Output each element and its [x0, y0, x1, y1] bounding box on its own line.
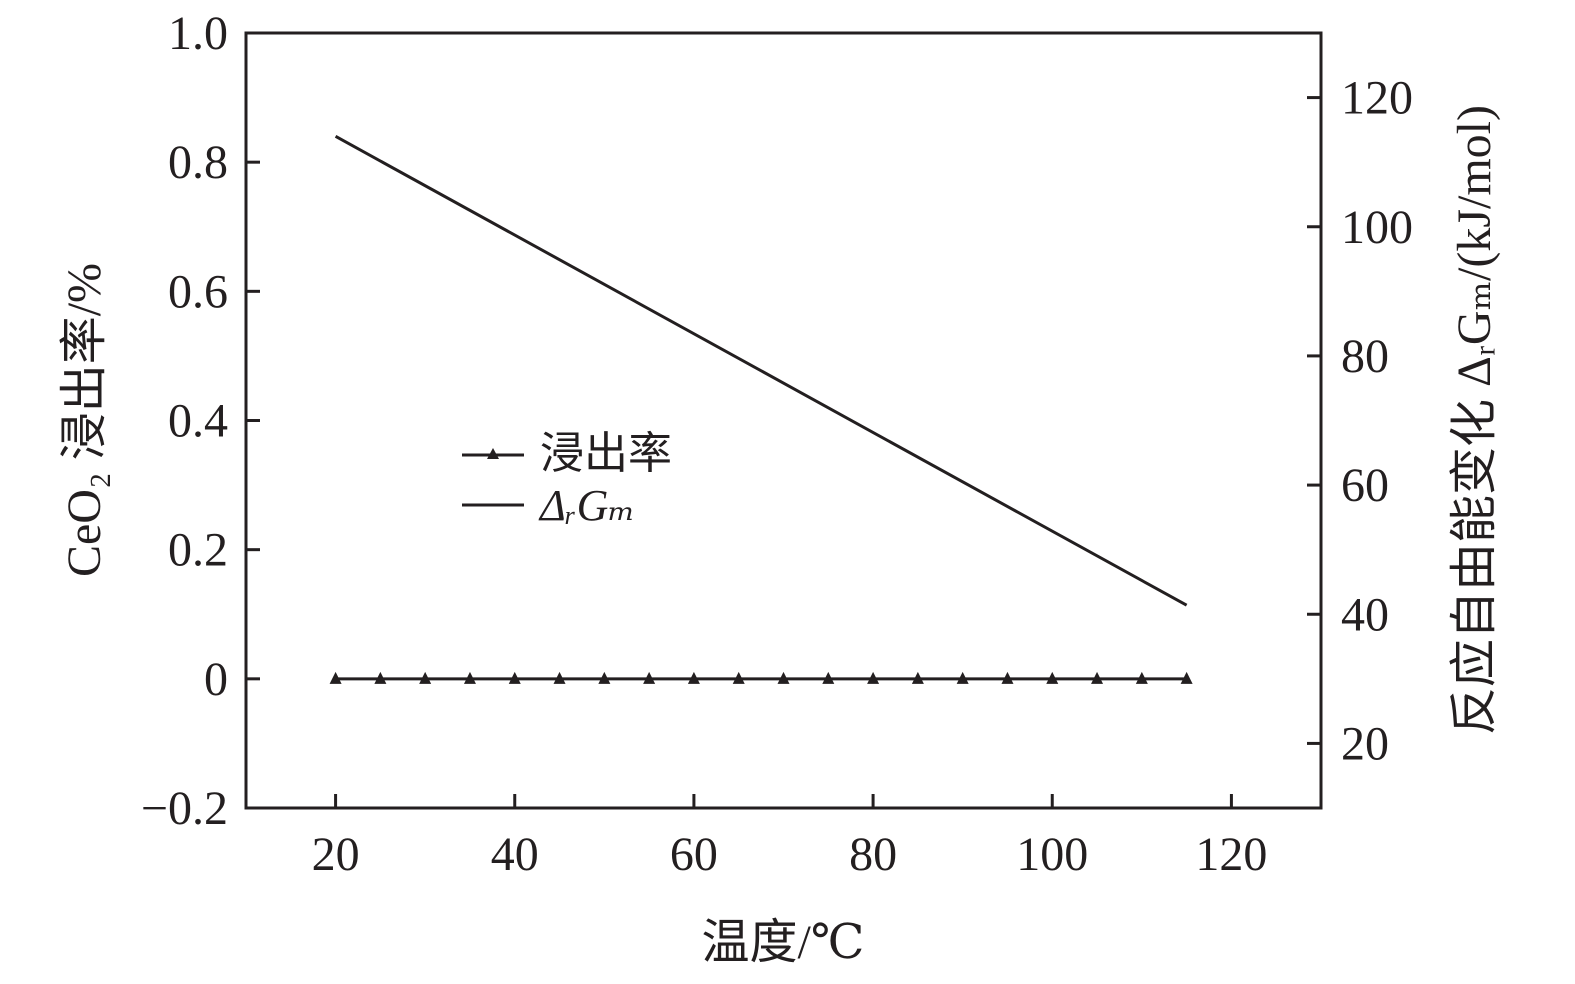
x-tick-label: 40 [491, 828, 539, 881]
data-point-marker [1046, 671, 1059, 684]
legend-marker-leach-rate [487, 448, 499, 459]
x-tick-label: 60 [670, 828, 718, 881]
x-axis: 20 40 60 80 100 120 [312, 794, 1267, 881]
y-left-tick-label: −0.2 [141, 782, 228, 835]
series-line-1 [334, 135, 1188, 607]
data-point-marker [508, 671, 521, 684]
y-left-tick-label: 0.6 [168, 265, 228, 318]
y-right-tick-label: 80 [1341, 330, 1389, 383]
legend-entry-delta-g: ΔᵣGₘ [462, 481, 635, 530]
y-left-tick-label: 0.2 [168, 524, 228, 577]
x-tick-label: 80 [849, 828, 897, 881]
x-tick-label: 20 [312, 828, 360, 881]
y-axis-left: 1.0 0.8 0.6 0.4 0.2 0 −0.2 [141, 7, 260, 835]
y-right-tick-label: 120 [1341, 72, 1413, 125]
legend-label-leach-rate: 浸出率 [540, 429, 672, 478]
data-point-marker [553, 671, 566, 684]
y-left-tick-label: 0.4 [168, 395, 228, 448]
y-axis-right: 120 100 80 60 40 20 [1307, 72, 1413, 770]
x-tick-label: 120 [1195, 828, 1267, 881]
data-point-marker [598, 671, 611, 684]
legend-label-delta-g: ΔᵣGₘ [538, 481, 635, 530]
legend-entry-leach-rate: 浸出率 [462, 429, 672, 478]
data-point-marker [956, 671, 969, 684]
y-right-tick-label: 40 [1341, 588, 1389, 641]
data-point-marker [687, 671, 700, 684]
data-point-marker [419, 671, 432, 684]
data-point-marker [1091, 671, 1104, 684]
y-left-tick-label: 0 [204, 653, 228, 706]
data-point-marker [822, 671, 835, 684]
data-point-marker [732, 671, 745, 684]
legend: 浸出率 ΔᵣGₘ [462, 429, 672, 530]
y-right-tick-label: 100 [1341, 201, 1413, 254]
series-layer [329, 135, 1193, 684]
x-axis-title: 温度/℃ [701, 916, 864, 969]
data-point-marker [329, 671, 342, 684]
data-point-marker [643, 671, 656, 684]
data-point-marker [777, 671, 790, 684]
data-point-marker [374, 671, 387, 684]
y-right-tick-label: 20 [1341, 717, 1389, 770]
data-point-marker [1180, 671, 1193, 684]
data-point-marker [867, 671, 880, 684]
y-axis-left-title: CeO₂ 浸出率/% [58, 263, 111, 577]
data-point-marker [1135, 671, 1148, 684]
x-tick-label: 100 [1016, 828, 1088, 881]
data-point-marker [463, 671, 476, 684]
y-left-tick-label: 1.0 [168, 7, 228, 60]
data-point-marker [1001, 671, 1014, 684]
data-point-marker [911, 671, 924, 684]
y-right-tick-label: 60 [1341, 459, 1389, 512]
y-left-tick-label: 0.8 [168, 136, 228, 189]
y-axis-right-title: 反应自由能变化 ΔᵣGₘ/(kJ/mol) [1448, 105, 1501, 735]
plot-frame [244, 31, 1323, 810]
